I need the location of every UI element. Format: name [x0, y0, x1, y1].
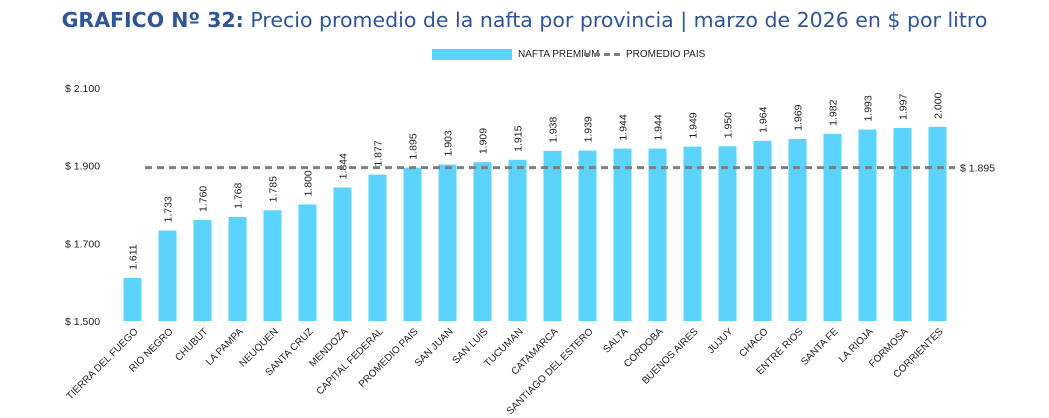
data-label: 1.944 — [618, 114, 630, 140]
legend-swatch-average — [584, 53, 620, 56]
category-label: PROMEDIO PAIS — [357, 326, 421, 390]
bar — [193, 220, 212, 321]
y-tick-label: $ 1.900 — [65, 161, 100, 173]
legend-swatch-bars — [432, 49, 512, 60]
y-tick-label: $ 1.700 — [65, 238, 100, 250]
data-label: 1.785 — [268, 176, 280, 202]
data-label: 1.768 — [233, 182, 245, 208]
data-label: 1.903 — [443, 130, 455, 156]
chart-title-number: GRAFICO Nº 32: — [61, 8, 244, 32]
bar — [893, 127, 912, 321]
data-label: 1.611 — [128, 244, 140, 270]
chart-title-text: Precio promedio de la nafta por provinci… — [243, 8, 988, 32]
category-label: SALTA — [601, 326, 630, 355]
data-label: 1.964 — [758, 106, 770, 132]
data-label: 1.982 — [828, 99, 840, 125]
bar — [508, 159, 527, 321]
data-label: 1.969 — [793, 104, 805, 130]
bar — [403, 167, 422, 321]
bar — [648, 148, 667, 321]
bar — [263, 210, 282, 321]
bar — [333, 187, 352, 321]
y-tick-label: $ 2.100 — [65, 83, 100, 95]
category-label: SANTA FE — [799, 326, 841, 368]
bar — [473, 162, 492, 321]
data-label: 1.944 — [653, 114, 665, 140]
data-label: 1.915 — [513, 125, 525, 151]
data-label: 1.733 — [163, 196, 175, 222]
bar — [543, 150, 562, 321]
data-label: 1.993 — [863, 95, 875, 121]
bar — [158, 230, 177, 321]
data-label: 1.938 — [548, 116, 560, 142]
legend-label-average: PROMEDIO PAIS — [626, 49, 706, 60]
bar — [788, 138, 807, 321]
bar — [298, 204, 317, 321]
data-label: 1.949 — [688, 112, 700, 138]
legend-item-average: PROMEDIO PAIS — [584, 49, 705, 60]
bar — [718, 146, 737, 321]
bar — [613, 148, 632, 321]
legend-item-bars: NAFTA PREMIUM — [432, 49, 599, 60]
data-label: 1.939 — [583, 116, 595, 142]
category-label: SAN JUAN — [413, 326, 456, 369]
bar — [928, 126, 947, 321]
legend-label-bars: NAFTA PREMIUM — [518, 49, 600, 60]
bar — [228, 216, 247, 321]
bar — [823, 133, 842, 321]
chart-legend: NAFTA PREMIUM PROMEDIO PAIS — [0, 49, 1049, 65]
bar — [438, 164, 457, 321]
bar — [858, 129, 877, 321]
data-label: 1.909 — [478, 128, 490, 154]
data-label: 1.950 — [723, 112, 735, 138]
bar — [123, 277, 142, 321]
data-label: 1.760 — [198, 186, 210, 212]
bar — [368, 174, 387, 321]
bar — [683, 146, 702, 321]
category-label: CAPITAL FEDERAL — [315, 326, 386, 397]
bar — [578, 150, 597, 321]
y-tick-label: $ 1.500 — [65, 316, 100, 328]
average-line-label: $ 1.895 — [960, 163, 995, 175]
category-label: CHACO — [737, 326, 770, 359]
data-label: 1.800 — [303, 170, 315, 196]
data-label: 2.000 — [933, 92, 945, 118]
bar — [753, 140, 772, 321]
chart-title: GRAFICO Nº 32: Precio promedio de la naf… — [0, 8, 1049, 32]
data-label: 1.895 — [408, 133, 420, 159]
category-label: JUJUY — [706, 326, 736, 356]
data-label: 1.997 — [898, 94, 910, 120]
data-label: 1.877 — [373, 140, 385, 166]
